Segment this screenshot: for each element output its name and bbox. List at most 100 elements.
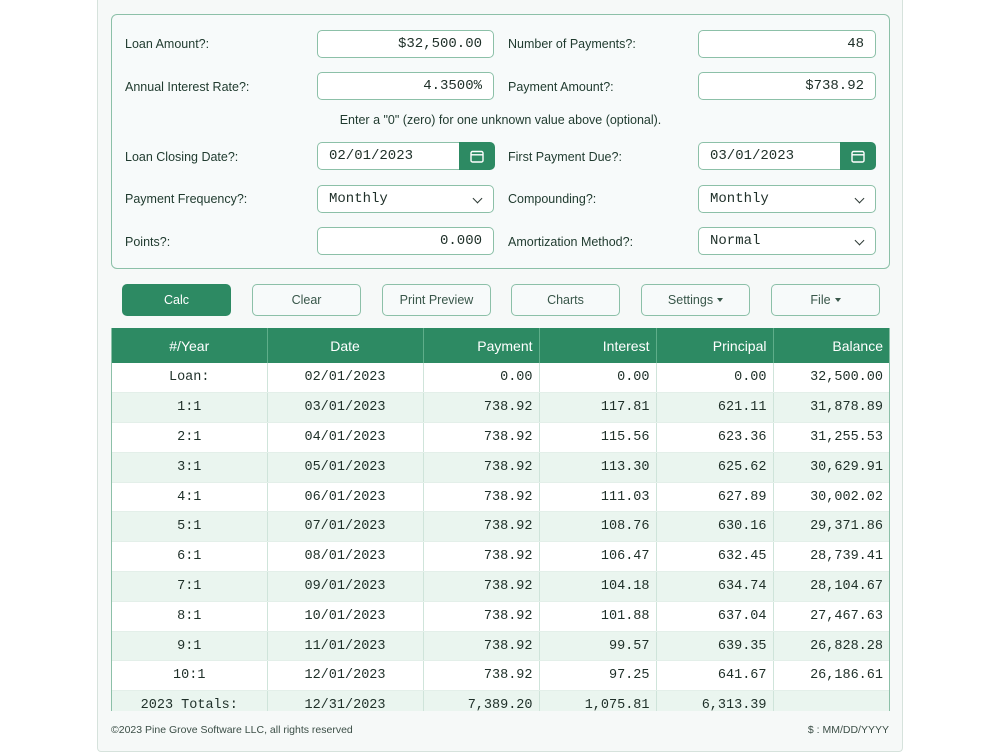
col-header-principal[interactable]: Principal [656,328,774,363]
first-payment-label: First Payment Due?: [508,150,622,164]
cell-year: 7:1 [112,571,268,602]
cell-payment: 738.92 [423,541,540,573]
cell-interest: 0.00 [539,363,657,394]
cell-principal: 637.04 [656,601,774,632]
points-label: Points?: [125,235,171,249]
col-header-payment[interactable]: Payment [423,328,540,363]
file-dropdown-button[interactable]: File [771,284,880,316]
settings-label: Settings [667,293,714,307]
closing-date-calendar-button[interactable] [459,142,495,170]
table-row[interactable]: 5:1 07/01/2023 738.92 108.76 630.16 29,371.86 [112,511,889,543]
table-row[interactable]: 6:1 08/01/2023 738.92 106.47 632.45 28,739.41 [112,541,889,573]
cell-balance [773,690,889,711]
chevron-down-icon [854,235,865,246]
calc-button[interactable]: Calc [122,284,231,316]
cell-interest: 115.56 [539,422,657,453]
cell-interest: 106.47 [539,541,657,573]
frequency-label: Payment Frequency?: [125,192,248,206]
cell-principal: 0.00 [656,363,774,394]
col-header-balance[interactable]: Balance [773,328,889,363]
cell-payment: 738.92 [423,482,540,513]
interest-rate-label: Annual Interest Rate?: [125,80,250,94]
table-row[interactable]: 7:1 09/01/2023 738.92 104.18 634.74 28,104.67 [112,571,889,602]
amort-method-value: Normal [710,233,761,249]
cell-principal: 6,313.39 [656,690,774,711]
interest-rate-input[interactable]: 4.3500% [317,72,494,100]
cell-interest: 111.03 [539,482,657,513]
table-row[interactable]: 4:1 06/01/2023 738.92 111.03 627.89 30,002.02 [112,482,889,513]
cell-balance: 31,878.89 [773,392,889,424]
cell-principal: 627.89 [656,482,774,513]
table-row[interactable]: 2:1 04/01/2023 738.92 115.56 623.36 31,255.53 [112,422,889,453]
cell-date: 03/01/2023 [267,392,424,424]
cell-year: Loan: [112,363,268,394]
payment-amount-input[interactable]: $738.92 [698,72,876,100]
col-header-interest[interactable]: Interest [539,328,657,363]
cell-principal: 639.35 [656,631,774,662]
col-header-date[interactable]: Date [267,328,424,363]
first-payment-calendar-button[interactable] [840,142,876,170]
cell-date: 04/01/2023 [267,422,424,453]
table-row[interactable]: 10:1 12/01/2023 738.92 97.25 641.67 26,186.61 [112,660,889,692]
amortization-table-container[interactable]: #/Year Date Payment Interest Principal B… [111,328,890,711]
loan-amount-input[interactable]: $32,500.00 [317,30,494,58]
cell-interest: 104.18 [539,571,657,602]
cell-balance: 28,104.67 [773,571,889,602]
calendar-icon [851,150,865,163]
table-row[interactable]: 3:1 05/01/2023 738.92 113.30 625.62 30,629.91 [112,452,889,483]
table-row[interactable]: 8:1 10/01/2023 738.92 101.88 637.04 27,467.63 [112,601,889,632]
cell-date: 07/01/2023 [267,511,424,543]
table-row[interactable]: 1:1 03/01/2023 738.92 117.81 621.11 31,878.89 [112,392,889,424]
clear-button[interactable]: Clear [252,284,361,316]
amortization-table: #/Year Date Payment Interest Principal B… [112,328,889,711]
compounding-select[interactable]: Monthly [698,185,876,213]
format-indicator: $ : MM/DD/YYYY [807,724,889,736]
cell-date: 02/01/2023 [267,363,424,394]
col-header-year[interactable]: #/Year [112,328,268,363]
table-row[interactable]: 2023 Totals: 12/31/2023 7,389.20 1,075.81 6,… [112,690,889,711]
unknown-value-note: Enter a "0" (zero) for one unknown value… [339,113,662,127]
table-row[interactable]: 9:1 11/01/2023 738.92 99.57 639.35 26,828.28 [112,631,889,662]
closing-date-picker: 02/01/2023 [317,142,495,170]
first-payment-input[interactable]: 03/01/2023 [698,142,842,170]
cell-date: 12/01/2023 [267,660,424,692]
charts-button[interactable]: Charts [511,284,620,316]
table-header-row: #/Year Date Payment Interest Principal B… [112,328,889,363]
cell-payment: 738.92 [423,601,540,632]
cell-year: 1:1 [112,392,268,424]
loan-input-panel: Loan Amount?: $32,500.00 Number of Payme… [111,14,890,269]
cell-year: 6:1 [112,541,268,573]
cell-balance: 31,255.53 [773,422,889,453]
calculator-app: Loan Amount?: $32,500.00 Number of Payme… [97,0,903,752]
cell-date: 11/01/2023 [267,631,424,662]
settings-dropdown-button[interactable]: Settings [641,284,750,316]
cell-payment: 738.92 [423,631,540,662]
closing-date-input[interactable]: 02/01/2023 [317,142,461,170]
cell-date: 12/31/2023 [267,690,424,711]
calendar-icon [470,150,484,163]
cell-year: 10:1 [112,660,268,692]
cell-principal: 625.62 [656,452,774,483]
cell-payment: 738.92 [423,511,540,543]
cell-interest: 113.30 [539,452,657,483]
cell-balance: 28,739.41 [773,541,889,573]
amort-method-label: Amortization Method?: [508,235,634,249]
cell-principal: 621.11 [656,392,774,424]
cell-interest: 99.57 [539,631,657,662]
cell-date: 10/01/2023 [267,601,424,632]
cell-date: 06/01/2023 [267,482,424,513]
amort-method-select[interactable]: Normal [698,227,876,255]
cell-payment: 738.92 [423,422,540,453]
cell-payment: 738.92 [423,660,540,692]
closing-date-label: Loan Closing Date?: [125,150,239,164]
cell-balance: 30,629.91 [773,452,889,483]
table-row[interactable]: Loan: 02/01/2023 0.00 0.00 0.00 32,500.00 [112,363,889,394]
caret-down-icon [834,297,841,302]
frequency-select[interactable]: Monthly [317,185,494,213]
print-preview-button[interactable]: Print Preview [382,284,491,316]
num-payments-input[interactable]: 48 [698,30,876,58]
cell-payment: 0.00 [423,363,540,394]
cell-year: 3:1 [112,452,268,483]
points-input[interactable]: 0.000 [317,227,494,255]
cell-principal: 641.67 [656,660,774,692]
